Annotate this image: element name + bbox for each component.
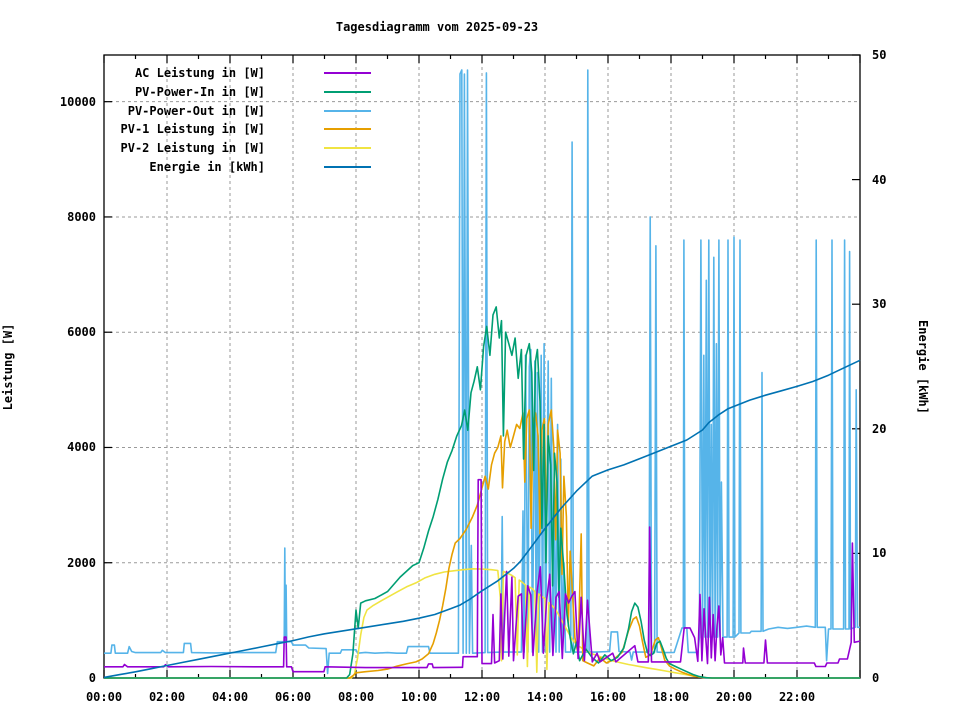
series-pv-2-leistung-in-w- [104,567,860,679]
y-left-tick-label: 10000 [59,94,96,109]
legend-line-sample [324,72,371,75]
legend-item-pv-power-out: PV-Power-Out in [W] [112,101,371,120]
y-right-tick-label: 0 [872,671,880,685]
legend-line-sample [324,165,371,168]
y-right-tick-label: 10 [872,546,887,561]
x-tick-label: 06:00 [274,690,312,704]
y-left-tick-label: 8000 [67,209,96,224]
y-left-tick-label: 4000 [67,440,96,455]
y-right-axis-label: Energie [kWh] [916,320,930,414]
x-tick-label: 20:00 [715,690,753,704]
legend-label: PV-1 Leistung in [W] [120,122,266,137]
chart-title: Tagesdiagramm vom 2025-09-23 [335,20,539,34]
series-ac-leistung-in-w- [104,478,861,673]
legend-line-sample [324,91,371,94]
legend-label: PV-2 Leistung in [W] [120,141,266,156]
x-tick-label: 18:00 [652,690,690,704]
legend-label: Energie in [kWh] [149,159,265,174]
y-left-tick-label: 6000 [67,325,96,340]
y-right-tick-label: 40 [872,172,887,187]
legend-item-pv-2-leistung: PV-2 Leistung in [W] [112,139,371,158]
series-pv-1-leistung-in-w- [104,409,860,679]
x-tick-label: 08:00 [337,690,375,704]
legend-item-pv-1-leistung: PV-1 Leistung in [W] [112,120,371,139]
legend-item-energie: Energie in [kWh] [112,157,371,176]
x-tick-label: 02:00 [148,690,186,704]
x-tick-label: 10:00 [400,690,438,704]
x-tick-label: 16:00 [589,690,627,704]
y-left-tick-label: 0 [88,671,96,685]
legend-item-ac-leistung: AC Leistung in [W] [112,64,371,83]
legend-item-pv-power-in: PV-Power-In in [W] [112,83,371,102]
x-tick-label: 04:00 [211,690,249,704]
legend-line-sample [324,128,371,131]
series-pv-power-in-in-w- [104,306,860,679]
x-tick-label: 22:00 [778,690,816,704]
legend-line-sample [324,147,371,150]
legend-label: PV-Power-In in [W] [134,85,265,100]
y-right-tick-label: 50 [872,48,887,62]
y-right-tick-label: 20 [872,421,887,436]
legend: AC Leistung in [W] PV-Power-In in [W] PV… [112,64,371,176]
legend-label: PV-Power-Out in [W] [127,103,265,118]
x-tick-label: 00:00 [85,690,123,704]
series-pv-power-out-in-w- [104,69,860,675]
x-tick-label: 12:00 [463,690,501,704]
x-tick-label: 14:00 [526,690,564,704]
series-energie-in-kwh- [103,359,861,679]
legend-line-sample [324,109,371,112]
y-left-tick-label: 2000 [67,555,96,570]
legend-label: AC Leistung in [W] [134,66,265,81]
y-right-tick-label: 30 [872,297,887,312]
y-left-axis-label: Leistung [W] [1,323,15,411]
